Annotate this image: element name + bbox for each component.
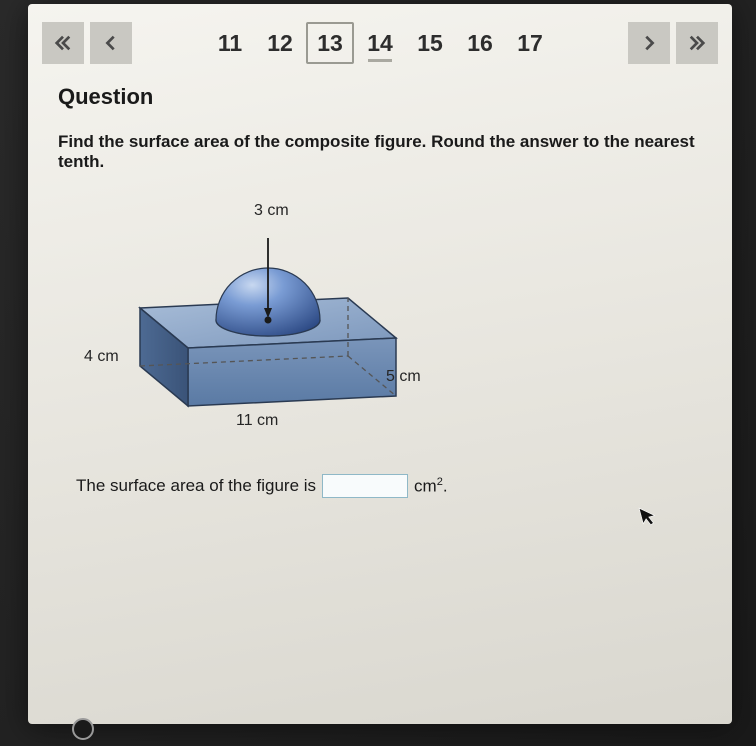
pagination-bar: 11 12 13 14 15 16 17 [28,4,732,84]
page-number-11[interactable]: 11 [206,22,254,64]
page-number-16[interactable]: 16 [456,22,504,64]
radius-label: 3 cm [254,202,289,220]
double-left-icon [54,34,72,52]
depth-label: 5 cm [386,368,421,386]
answer-prefix: The surface area of the figure is [76,476,316,496]
section-heading: Question [58,84,708,110]
page-number-14[interactable]: 14 [356,22,404,64]
question-screen: 11 12 13 14 15 16 17 Question Find the s… [28,4,732,724]
answer-unit: cm2. [414,476,448,497]
question-content: Question Find the surface area of the co… [28,84,732,498]
page-number-15[interactable]: 15 [406,22,454,64]
mouse-cursor-icon [637,502,662,534]
page-number-13-current[interactable]: 13 [306,22,354,64]
height-label: 4 cm [84,348,119,366]
figure-svg [68,190,428,450]
answer-line: The surface area of the figure is cm2. [76,474,708,498]
question-prompt: Find the surface area of the composite f… [58,132,708,172]
next-page-button[interactable] [628,22,670,64]
left-icon [102,34,120,52]
width-label: 11 cm [236,412,278,430]
last-page-button[interactable] [676,22,718,64]
first-page-button[interactable] [42,22,84,64]
page-number-list: 11 12 13 14 15 16 17 [182,22,578,64]
prev-page-button[interactable] [90,22,132,64]
device-home-button [72,718,94,740]
page-number-17[interactable]: 17 [506,22,554,64]
right-icon [640,34,658,52]
composite-figure-diagram: 3 cm 4 cm 5 cm 11 cm [68,190,428,450]
answer-input[interactable] [322,474,408,498]
page-number-12[interactable]: 12 [256,22,304,64]
double-right-icon [688,34,706,52]
